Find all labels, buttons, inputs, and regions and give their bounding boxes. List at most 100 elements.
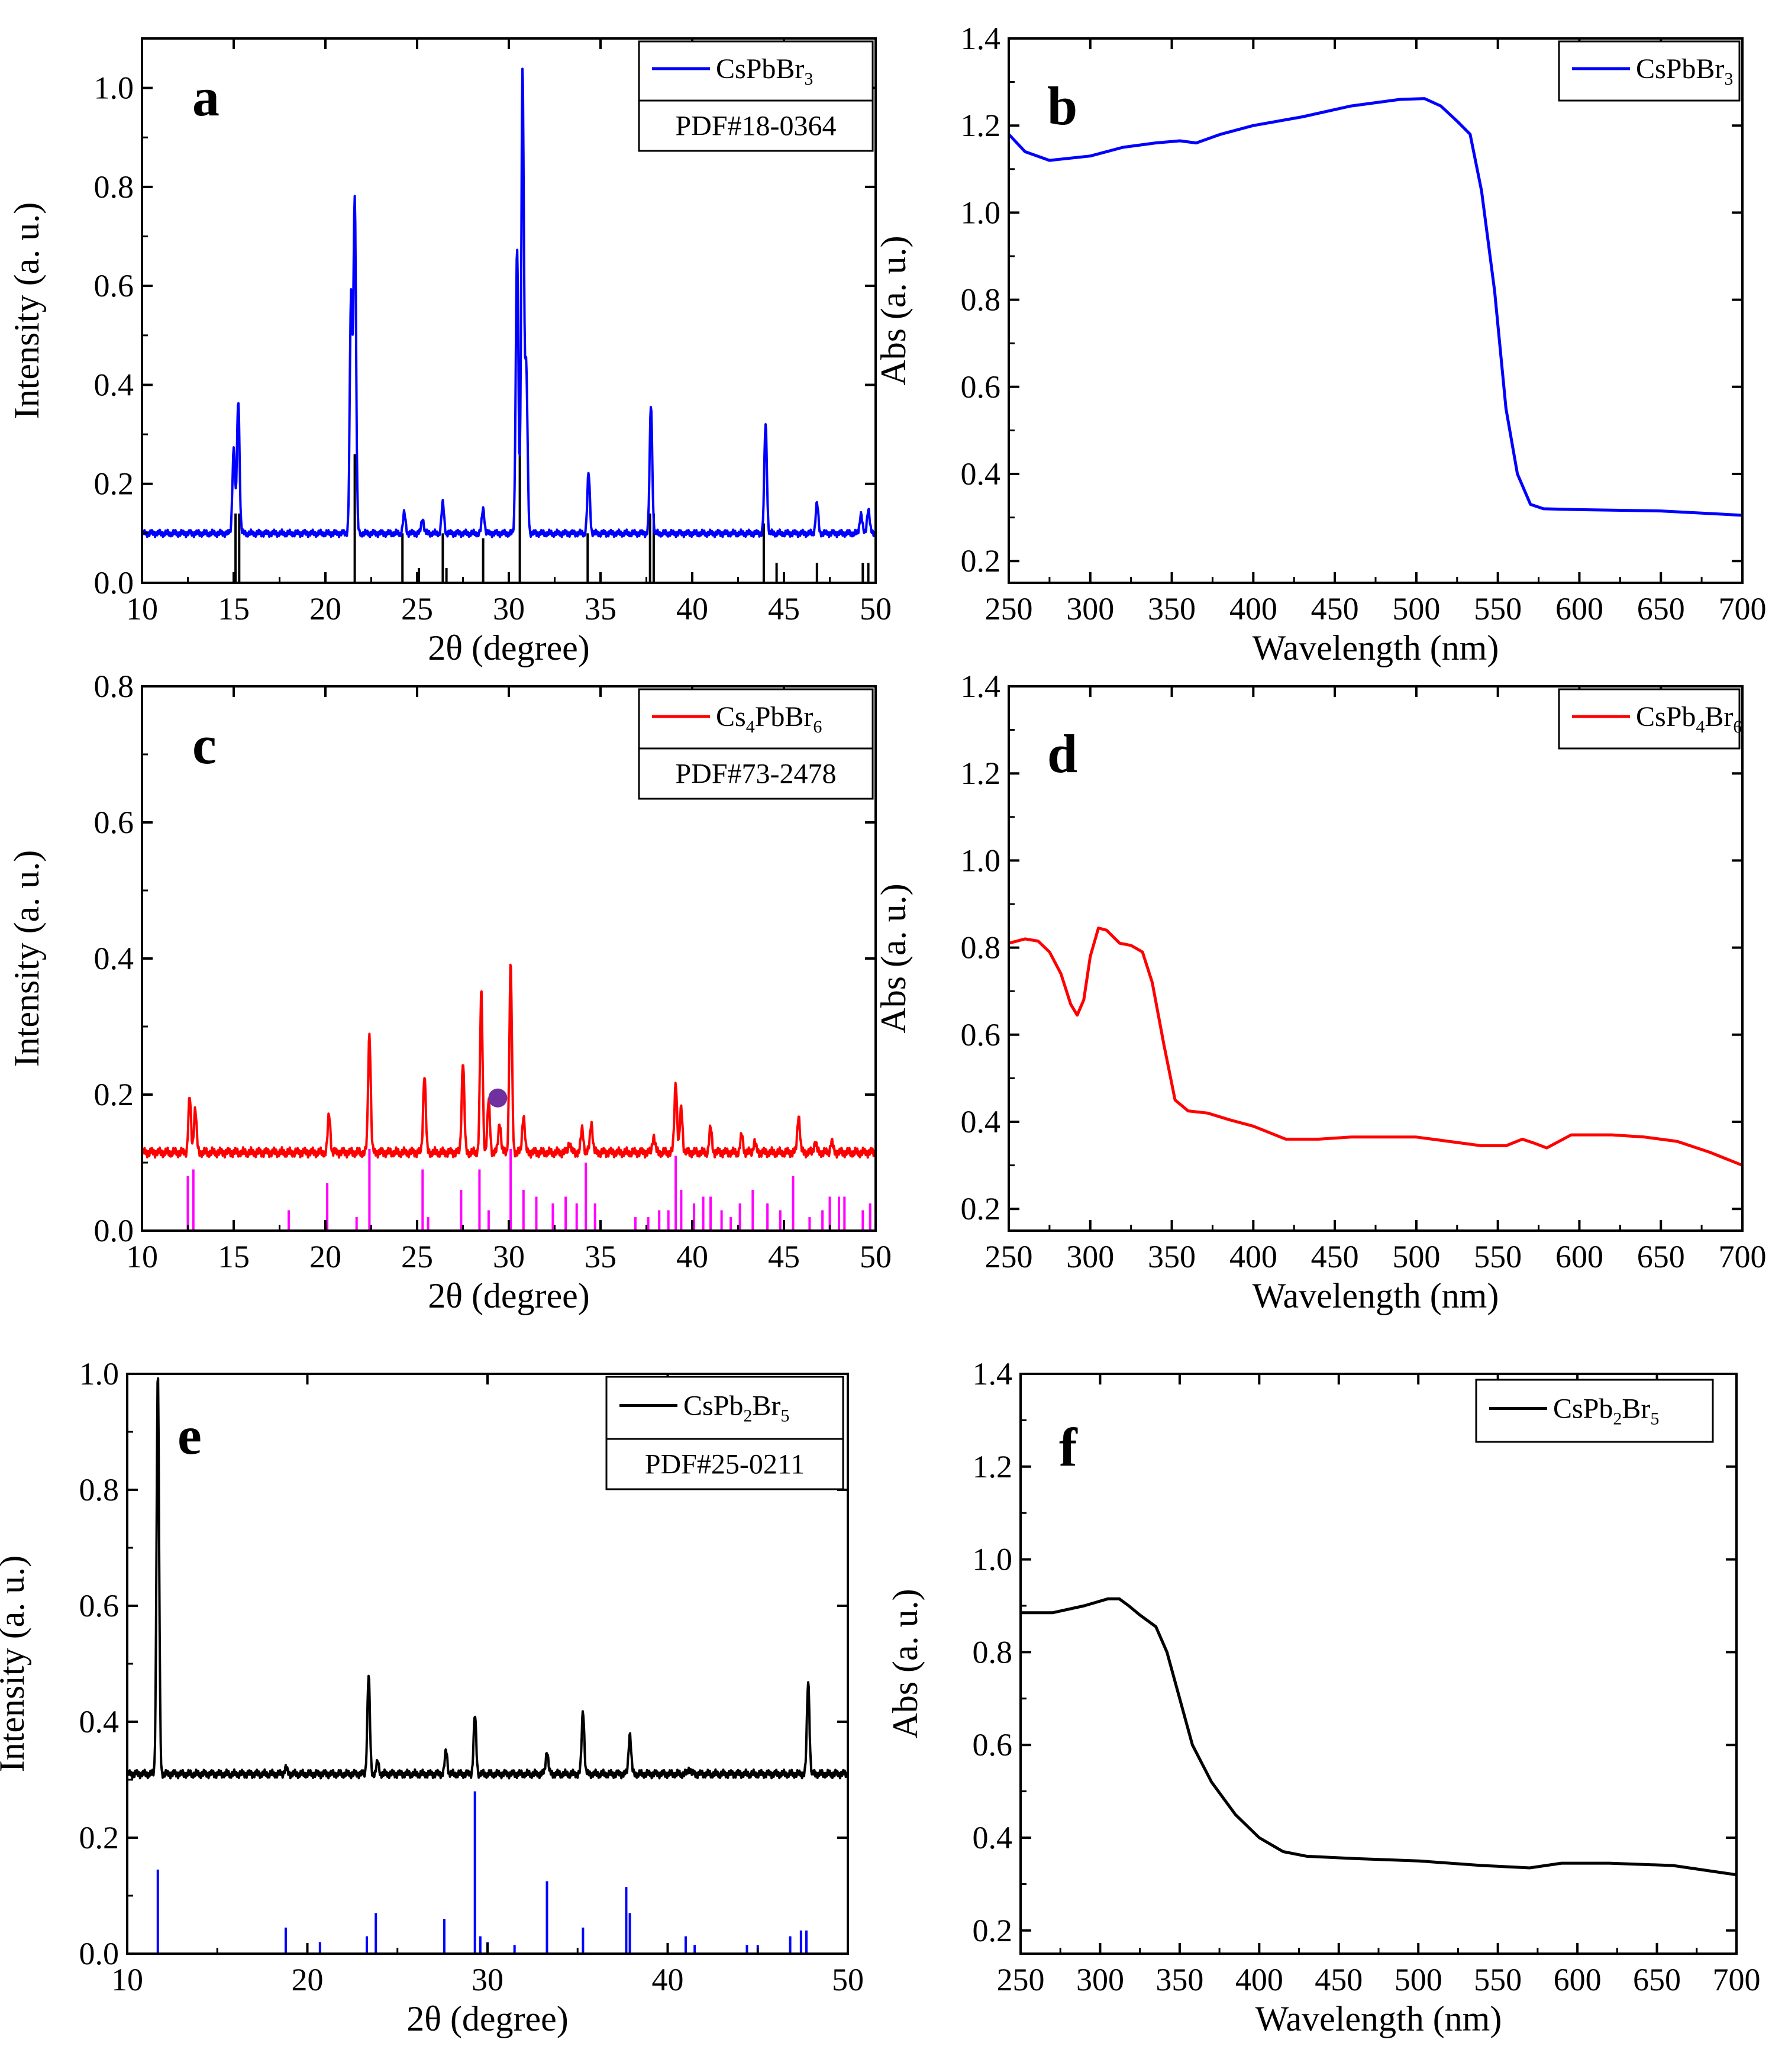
panel-label-e: e (177, 1405, 202, 1466)
series-line-f-0 (1021, 1597, 1736, 1877)
series-line-a-0 (142, 67, 876, 538)
panel-a: 10 15 20 25 30 35 40 45 50 0.0 0.2 0.4 0.6 0.8 1.0 2θ (… (7, 37, 892, 667)
x-tick-label-d-3: 400 (1229, 1239, 1277, 1274)
y-tick-label-d-1: 0.4 (961, 1104, 1001, 1140)
y-tick-label-a-2: 0.4 (94, 367, 134, 402)
y-tick-label-c-1: 0.2 (94, 1077, 134, 1112)
panel-f: 250 300 350 400 450 500 550 600 650 700 0.2 0.4 0.6 0… (886, 1356, 1761, 2038)
pdf-note-e: PDF#25-0211 (645, 1449, 805, 1480)
x-tick-label-f-6: 550 (1474, 1962, 1522, 1997)
y-tick-label-f-6: 1.4 (973, 1356, 1013, 1392)
x-tick-label-c-1: 15 (218, 1239, 250, 1274)
series-line-c-0 (142, 963, 876, 1159)
y-tick-label-f-3: 0.8 (973, 1634, 1013, 1670)
pdf-note-box-e (605, 1438, 844, 1490)
x-tick-label-b-6: 550 (1474, 591, 1522, 627)
x-tick-label-c-8: 50 (860, 1239, 892, 1274)
legend-box-d (1558, 688, 1741, 750)
x-tick-label-c-6: 40 (676, 1239, 708, 1274)
y-tick-label-b-3: 0.8 (961, 282, 1001, 318)
legend-label-d: CsPb4Br6 (1636, 701, 1742, 737)
x-tick-label-c-7: 45 (768, 1239, 800, 1274)
series-line-d-0 (1009, 927, 1742, 1167)
x-axis-title-d: Wavelength (nm) (1253, 1276, 1499, 1315)
y-tick-label-c-2: 0.4 (94, 941, 134, 976)
y-tick-label-e-2: 0.4 (79, 1704, 120, 1739)
x-tick-label-b-9: 700 (1719, 591, 1767, 627)
y-tick-label-e-5: 1.0 (79, 1356, 120, 1392)
plot-area-e (127, 1377, 848, 1954)
x-axis-title-e: 2θ (degree) (406, 1999, 569, 2038)
pdf-note-box-a (638, 99, 874, 152)
impurity-marker-c (488, 1088, 508, 1108)
y-tick-label-f-0: 0.2 (973, 1913, 1013, 1948)
y-tick-label-e-3: 0.6 (79, 1588, 120, 1624)
y-tick-label-e-4: 0.8 (79, 1472, 120, 1508)
y-axis-title-a: Intensity (a. u.) (7, 202, 46, 419)
y-tick-label-b-6: 1.4 (961, 21, 1001, 56)
y-axis-title-b: Abs (a. u.) (874, 235, 913, 385)
y-tick-label-a-4: 0.8 (94, 169, 134, 205)
x-tick-label-e-3: 40 (652, 1962, 684, 1997)
series-line-b-0 (1009, 97, 1742, 517)
x-tick-label-d-2: 350 (1148, 1239, 1196, 1274)
y-tick-label-f-1: 0.4 (973, 1820, 1013, 1855)
x-axis-title-f: Wavelength (nm) (1255, 1999, 1502, 2038)
y-tick-label-f-4: 1.0 (973, 1542, 1013, 1577)
x-tick-label-f-4: 450 (1315, 1962, 1363, 1997)
panel-label-c: c (192, 715, 217, 775)
x-tick-label-d-5: 500 (1392, 1239, 1440, 1274)
x-tick-label-a-0: 10 (126, 591, 158, 627)
panel-label-a: a (192, 67, 220, 127)
x-tick-label-f-0: 250 (997, 1962, 1045, 1997)
y-tick-label-f-5: 1.2 (973, 1449, 1013, 1484)
x-tick-label-a-4: 30 (493, 591, 525, 627)
x-tick-label-b-2: 350 (1148, 591, 1196, 627)
x-tick-label-a-7: 45 (768, 591, 800, 627)
pdf-note-c: PDF#73-2478 (675, 759, 836, 790)
x-tick-label-e-4: 50 (832, 1962, 864, 1997)
series-line-e-0 (127, 1377, 848, 1780)
y-tick-label-e-0: 0.0 (79, 1936, 120, 1971)
x-tick-label-b-4: 450 (1311, 591, 1359, 627)
y-tick-label-b-0: 0.2 (961, 543, 1001, 579)
panel-d: 250 300 350 400 450 500 550 600 650 700 0.2 0.4 0.6 0… (874, 669, 1767, 1315)
panel-label-b: b (1047, 76, 1077, 136)
x-tick-label-d-4: 450 (1311, 1239, 1359, 1274)
y-tick-label-c-4: 0.8 (94, 669, 134, 704)
y-tick-label-a-3: 0.6 (94, 268, 134, 304)
y-axis-title-d: Abs (a. u.) (874, 883, 913, 1033)
x-tick-label-a-8: 50 (860, 591, 892, 627)
legend-label-a: CsPbBr3 (716, 53, 813, 89)
x-tick-label-c-5: 35 (585, 1239, 616, 1274)
x-tick-label-e-2: 30 (472, 1962, 503, 1997)
y-axis-title-f: Abs (a. u.) (886, 1589, 925, 1738)
panel-label-d: d (1047, 724, 1077, 784)
x-tick-label-d-1: 300 (1066, 1239, 1114, 1274)
y-tick-label-a-0: 0.0 (94, 565, 134, 601)
y-tick-label-c-3: 0.6 (94, 805, 134, 840)
panel-e: 10 20 30 40 50 0.0 0.2 0.4 0.6 0.8 1.0 2θ (degree) I… (0, 1356, 864, 2038)
plot-area-a (142, 67, 876, 583)
x-tick-label-a-5: 35 (585, 591, 616, 627)
panel-label-f: f (1059, 1417, 1078, 1477)
x-tick-label-e-1: 20 (292, 1962, 324, 1997)
legend-label-b: CsPbBr3 (1636, 53, 1733, 89)
x-tick-label-f-3: 400 (1235, 1962, 1283, 1997)
legend-box-e (605, 1376, 844, 1440)
legend-box-b (1558, 40, 1741, 102)
x-tick-label-a-3: 25 (401, 591, 433, 627)
legend-label-f: CsPb2Br5 (1553, 1393, 1659, 1429)
x-tick-label-d-0: 250 (985, 1239, 1033, 1274)
x-tick-label-a-6: 40 (676, 591, 708, 627)
x-tick-label-f-7: 600 (1554, 1962, 1602, 1997)
plot-area-b (1009, 97, 1742, 517)
x-tick-label-e-0: 10 (111, 1962, 143, 1997)
y-tick-label-a-1: 0.2 (94, 466, 134, 502)
y-tick-label-d-3: 0.8 (961, 930, 1001, 966)
plot-area-d (1009, 927, 1742, 1167)
y-tick-label-d-4: 1.0 (961, 843, 1001, 878)
x-tick-label-d-6: 550 (1474, 1239, 1522, 1274)
x-tick-label-d-8: 650 (1637, 1239, 1685, 1274)
